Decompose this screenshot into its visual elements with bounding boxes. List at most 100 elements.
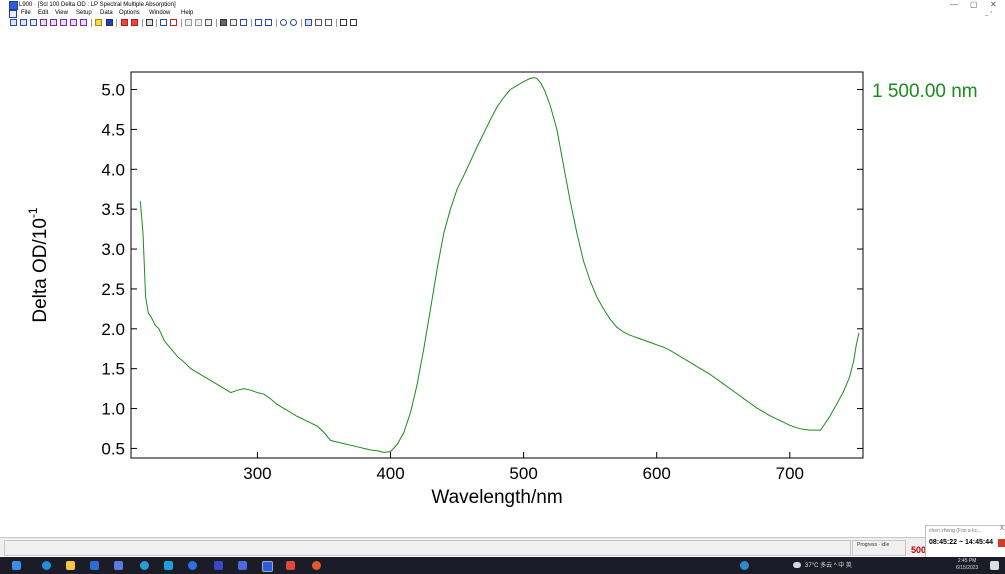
minimize-button[interactable]: — — [950, 0, 958, 9]
toolbar-method4-icon[interactable] — [70, 19, 77, 26]
menu-help[interactable]: Help — [181, 10, 194, 16]
document-icon[interactable] — [9, 10, 17, 18]
tray-weather-text[interactable]: 37°C 多云 ^ 中 英 — [805, 563, 852, 569]
toolbar-separator — [336, 19, 337, 27]
toolbar-separator — [181, 19, 182, 27]
l900-taskbar-icon[interactable] — [262, 561, 273, 572]
toolbar-peak-icon[interactable] — [315, 19, 322, 26]
file-explorer-icon[interactable] — [66, 561, 75, 570]
toolbar-cursor-icon[interactable] — [305, 19, 312, 26]
taskbar: 37°C 多云 ^ 中 英 2:45 PM 6/15/2023 — [0, 557, 1005, 574]
menu-view[interactable]: View — [55, 10, 68, 16]
menu-file[interactable]: File — [21, 10, 31, 16]
toolbar-separator — [116, 19, 117, 27]
toolbar-ln-icon[interactable] — [340, 19, 347, 26]
tray-clock[interactable]: 2:45 PM 6/15/2023 — [956, 558, 978, 572]
app-icon-12[interactable] — [312, 561, 321, 570]
toolbar-separator — [301, 19, 302, 27]
toolbar-chart-icon[interactable] — [240, 19, 247, 26]
toolbar-print-icon[interactable] — [146, 19, 153, 26]
notification-time-range: 08:45:22 ~ 14:45:44 — [929, 539, 994, 546]
y-axis-label: Delta OD/10-1 — [26, 207, 51, 323]
x-tick-label: 400 — [376, 464, 404, 483]
toolbar-baseline-icon[interactable] — [325, 19, 332, 26]
toolbar-accessory-icon[interactable] — [230, 19, 237, 26]
toolbar-scan3-icon[interactable] — [30, 19, 37, 26]
toolbar-import-icon[interactable] — [121, 19, 128, 26]
status-number: 500 — [911, 545, 927, 555]
toolbar-separator — [156, 19, 157, 27]
y-tick-label: 4.5 — [101, 120, 125, 139]
x-axis-label: Wavelength/nm — [431, 487, 562, 508]
notification-close-button[interactable]: X — [999, 526, 1004, 532]
y-tick-label: 3.5 — [101, 200, 125, 219]
toolbar-axes-icon[interactable] — [265, 19, 272, 26]
toolbar-scan-icon[interactable] — [10, 19, 17, 26]
wavelength-readout: 1 500.00 nm — [872, 81, 978, 102]
y-axis-label-exponent: -1 — [26, 207, 40, 218]
menu-data[interactable]: Data — [100, 10, 113, 16]
menu-options[interactable]: Options — [119, 10, 140, 16]
tray-app-icon[interactable] — [740, 561, 749, 570]
status-panel-main — [4, 540, 851, 556]
app-icon-7[interactable] — [188, 561, 197, 570]
x-tick-label: 300 — [243, 464, 271, 483]
menu-edit[interactable]: Edit — [38, 10, 49, 16]
windows-start-icon[interactable] — [12, 561, 21, 570]
y-axis-label-main: Delta OD/10 — [30, 218, 51, 323]
toolbar-method5-icon[interactable] — [80, 19, 87, 26]
toolbar-disabled-icon — [185, 19, 192, 26]
toolbar-separator — [91, 19, 92, 27]
maximize-button[interactable]: ▢ — [970, 0, 978, 9]
edge-browser-icon[interactable] — [42, 561, 51, 570]
toolbar-marker-icon[interactable] — [170, 19, 177, 26]
toolbar-export-icon[interactable] — [131, 19, 138, 26]
toolbar-graph-icon[interactable] — [160, 19, 167, 26]
weather-icon[interactable] — [793, 562, 801, 568]
y-tick-label: 0.5 — [101, 439, 125, 458]
menu-setup[interactable]: Setup — [76, 10, 92, 16]
tray-time: 2:45 PM — [957, 558, 977, 564]
toolbar-copy-icon[interactable] — [205, 19, 212, 26]
x-tick-label: 700 — [776, 464, 804, 483]
toolbar-method-icon[interactable] — [40, 19, 47, 26]
app-icon-9[interactable] — [238, 561, 247, 570]
window-title: L900 · [Scl 100 Delta OD : LP Spectral M… — [19, 2, 176, 8]
mdi-window-buttons[interactable]: _ ▫ — [985, 10, 993, 16]
toolbar-open-icon[interactable] — [95, 19, 102, 26]
word-app-icon[interactable] — [90, 561, 99, 570]
teams-app-icon[interactable] — [114, 561, 123, 570]
app-icon-11[interactable] — [286, 561, 295, 570]
toolbar-log-icon[interactable] — [350, 19, 357, 26]
toolbar-separator — [216, 19, 217, 27]
app-icon-6[interactable] — [164, 561, 173, 570]
status-bar: Progress · idle 500 — [0, 537, 1005, 556]
zoom-in-icon[interactable] — [280, 19, 287, 26]
close-button[interactable]: ✕ — [990, 0, 997, 9]
toolbar-method2-icon[interactable] — [50, 19, 57, 26]
plot-frame — [130, 71, 864, 459]
toolbar-save-icon[interactable] — [106, 19, 113, 26]
toolbar-disabled2-icon — [195, 19, 202, 26]
title-bar: L900 · [Scl 100 Delta OD : LP Spectral M… — [0, 0, 1005, 10]
toolbar-separator — [251, 19, 252, 27]
notification-sender: chen zheng (Fon a kc... — [929, 528, 982, 534]
y-tick-label: 3.0 — [101, 240, 125, 259]
app-icon-8[interactable] — [214, 561, 223, 570]
zoom-out-icon[interactable] — [290, 19, 297, 26]
y-tick-label: 1.5 — [101, 360, 125, 379]
y-tick-label: 1.0 — [101, 400, 125, 419]
menu-window[interactable]: Window — [149, 10, 171, 16]
chrome-app-icon[interactable] — [140, 561, 149, 570]
y-axis: 0.5 1.0 1.5 2.0 2.5 3.0 3.5 4.0 4.5 5.0 — [101, 81, 863, 458]
y-tick-label: 2.5 — [101, 280, 125, 299]
notification-center-icon[interactable] — [990, 561, 999, 570]
notification-popup[interactable]: chen zheng (Fon a kc... X 08:45:22 ~ 14:… — [925, 525, 1005, 559]
spectrum-series-line — [139, 77, 860, 453]
toolbar-separator — [142, 19, 143, 27]
toolbar — [0, 18, 1005, 28]
toolbar-sample-icon[interactable] — [220, 19, 227, 26]
toolbar-scan2-icon[interactable] — [20, 19, 27, 26]
toolbar-grid-icon[interactable] — [255, 19, 262, 26]
toolbar-method3-icon[interactable] — [60, 19, 67, 26]
